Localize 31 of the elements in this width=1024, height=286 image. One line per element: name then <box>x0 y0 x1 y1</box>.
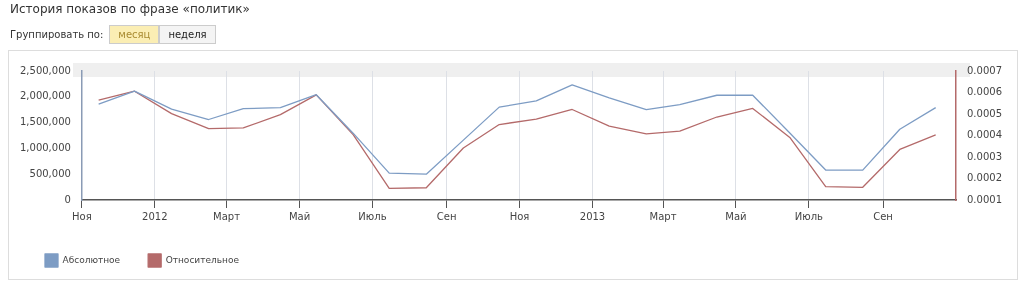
x-tick-label: Июль <box>358 210 387 222</box>
legend-label: Относительное <box>165 254 240 265</box>
x-tick-label: Май <box>725 210 747 222</box>
x-tick-label: Ноя <box>509 210 530 222</box>
x-tick-label: Июль <box>794 210 824 222</box>
y2-tick-label: 0.0001 <box>967 193 1003 205</box>
y2-tick-label: 0.0003 <box>967 150 1003 162</box>
y2-tick-label: 0.0006 <box>967 86 1003 98</box>
y-tick-label: 500,000 <box>29 167 71 179</box>
y-tick-label: 1,000,000 <box>19 141 71 153</box>
x-tick-label: Ноя <box>72 210 92 222</box>
x-tick-label: 2013 <box>579 210 606 222</box>
x-tick-label: Март <box>649 210 677 222</box>
y-tick-label: 1,500,000 <box>19 116 71 128</box>
y2-tick-label: 0.0007 <box>967 64 1003 76</box>
y2-tick-label: 0.0002 <box>967 172 1003 184</box>
x-tick-label: Март <box>213 210 241 222</box>
x-tick-label: Сен <box>873 210 893 222</box>
chart-title: История показов по фразе «политик» <box>10 2 250 16</box>
y-tick-label: 2,000,000 <box>19 90 71 102</box>
text: Группировать по: <box>10 29 104 40</box>
legend-label: Абсолютное <box>62 254 121 265</box>
text: неделя <box>159 25 216 44</box>
y2-tick-label: 0.0004 <box>967 129 1003 141</box>
y2-tick-label: 0.0005 <box>967 107 1003 119</box>
x-tick-label: Май <box>288 210 311 222</box>
text: месяц <box>109 25 160 44</box>
y-tick-label: 2,500,000 <box>19 64 71 76</box>
x-tick-label: 2012 <box>142 210 168 222</box>
y-tick-label: 0 <box>64 193 71 205</box>
x-tick-label: Сен <box>436 210 457 222</box>
